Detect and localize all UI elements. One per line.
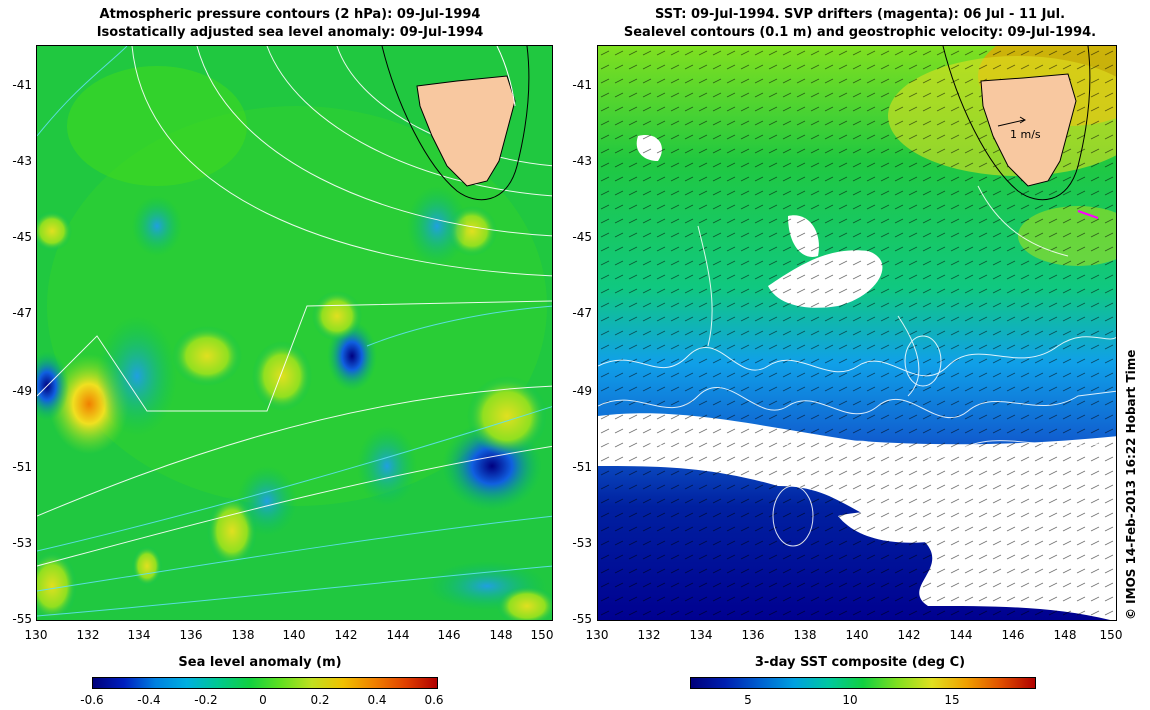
sea-level-anomaly-map [36,45,553,621]
sla-tick-02: 0.2 [310,693,330,707]
sst-colorbar-title: 3-day SST composite (deg C) [754,655,966,670]
sst-tick-5: 5 [744,693,752,707]
right-ytick-49: -49 [572,384,592,398]
left-xtick-136: 136 [179,628,203,642]
right-ytick-45: -45 [572,230,592,244]
left-map-title: Atmospheric pressure contours (2 hPa): 0… [40,6,540,42]
right-ytick-55: -55 [572,612,592,626]
right-ytick-43: -43 [572,154,592,168]
right-ytick-41: -41 [572,78,592,92]
left-ytick-53: -53 [12,536,32,550]
sla-tick-0: 0 [259,693,267,707]
left-xtick-142: 142 [334,628,358,642]
sla-tick-neg02: -0.2 [194,693,218,707]
left-ytick-45: -45 [12,230,32,244]
left-ytick-41: -41 [12,78,32,92]
right-xtick-148: 148 [1053,628,1077,642]
right-xtick-142: 142 [897,628,921,642]
copyright-text: © IMOS 14-Feb-2013 16:22 Hobart Time [1124,349,1138,620]
left-ytick-47: -47 [12,306,32,320]
left-xtick-146: 146 [437,628,461,642]
sla-tick-neg04: -0.4 [137,693,161,707]
sst-colorbar [690,677,1036,689]
left-xtick-140: 140 [282,628,306,642]
sst-map: 1 m/s [597,45,1117,621]
left-title-line2: Isostatically adjusted sea level anomaly… [96,25,484,40]
left-ytick-43: -43 [12,154,32,168]
right-xtick-144: 144 [949,628,973,642]
left-xtick-130: 130 [24,628,48,642]
sea-level-colorbar-title: Sea level anomaly (m) [178,655,342,670]
left-xtick-148: 148 [489,628,513,642]
left-xtick-134: 134 [127,628,151,642]
left-xtick-150: 150 [530,628,554,642]
right-map-title: SST: 09-Jul-1994. SVP drifters (magenta)… [590,6,1130,42]
sea-level-anomaly-field [37,46,552,620]
right-xtick-132: 132 [637,628,661,642]
tasmania-landmass-sst [980,73,1077,187]
sst-field: 1 m/s [598,46,1116,620]
sea-level-colorbar [92,677,438,689]
left-xtick-138: 138 [231,628,255,642]
velocity-scale-label: 1 m/s [1010,128,1041,141]
left-xtick-144: 144 [386,628,410,642]
right-xtick-130: 130 [585,628,609,642]
left-xtick-132: 132 [76,628,100,642]
sla-tick-neg06: -0.6 [80,693,104,707]
tasmania-landmass [416,75,516,187]
right-xtick-150: 150 [1099,628,1123,642]
sst-tick-15: 15 [944,693,960,707]
right-xtick-138: 138 [793,628,817,642]
left-ytick-55: -55 [12,612,32,626]
left-ytick-49: -49 [12,384,32,398]
left-title-line1: Atmospheric pressure contours (2 hPa): 0… [99,7,481,22]
right-ytick-51: -51 [572,460,592,474]
sst-tick-10: 10 [842,693,858,707]
right-ytick-47: -47 [572,306,592,320]
sla-tick-06: 0.6 [424,693,444,707]
right-ytick-53: -53 [572,536,592,550]
right-title-line1: SST: 09-Jul-1994. SVP drifters (magenta)… [654,7,1066,22]
sla-tick-04: 0.4 [367,693,387,707]
right-title-line2: Sealevel contours (0.1 m) and geostrophi… [623,25,1097,40]
right-xtick-136: 136 [741,628,765,642]
left-ytick-51: -51 [12,460,32,474]
right-xtick-140: 140 [845,628,869,642]
right-xtick-134: 134 [689,628,713,642]
right-xtick-146: 146 [1001,628,1025,642]
